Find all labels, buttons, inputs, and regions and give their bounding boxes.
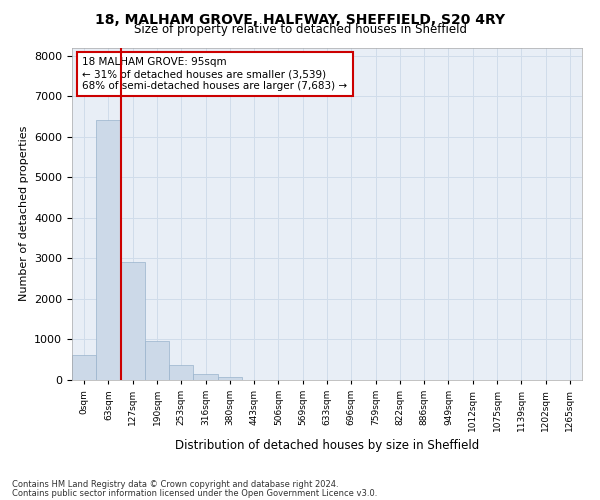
Bar xyxy=(72,355,96,380)
Bar xyxy=(218,377,242,380)
Bar xyxy=(121,262,145,380)
Bar xyxy=(145,341,169,380)
Bar xyxy=(169,366,193,380)
Bar xyxy=(193,374,218,380)
Bar xyxy=(96,120,121,380)
Text: 18, MALHAM GROVE, HALFWAY, SHEFFIELD, S20 4RY: 18, MALHAM GROVE, HALFWAY, SHEFFIELD, S2… xyxy=(95,12,505,26)
Y-axis label: Number of detached properties: Number of detached properties xyxy=(19,126,29,302)
Text: Size of property relative to detached houses in Sheffield: Size of property relative to detached ho… xyxy=(133,22,467,36)
Text: 18 MALHAM GROVE: 95sqm
← 31% of detached houses are smaller (3,539)
68% of semi-: 18 MALHAM GROVE: 95sqm ← 31% of detached… xyxy=(82,58,347,90)
X-axis label: Distribution of detached houses by size in Sheffield: Distribution of detached houses by size … xyxy=(175,440,479,452)
Text: Contains HM Land Registry data © Crown copyright and database right 2024.: Contains HM Land Registry data © Crown c… xyxy=(12,480,338,489)
Text: Contains public sector information licensed under the Open Government Licence v3: Contains public sector information licen… xyxy=(12,488,377,498)
